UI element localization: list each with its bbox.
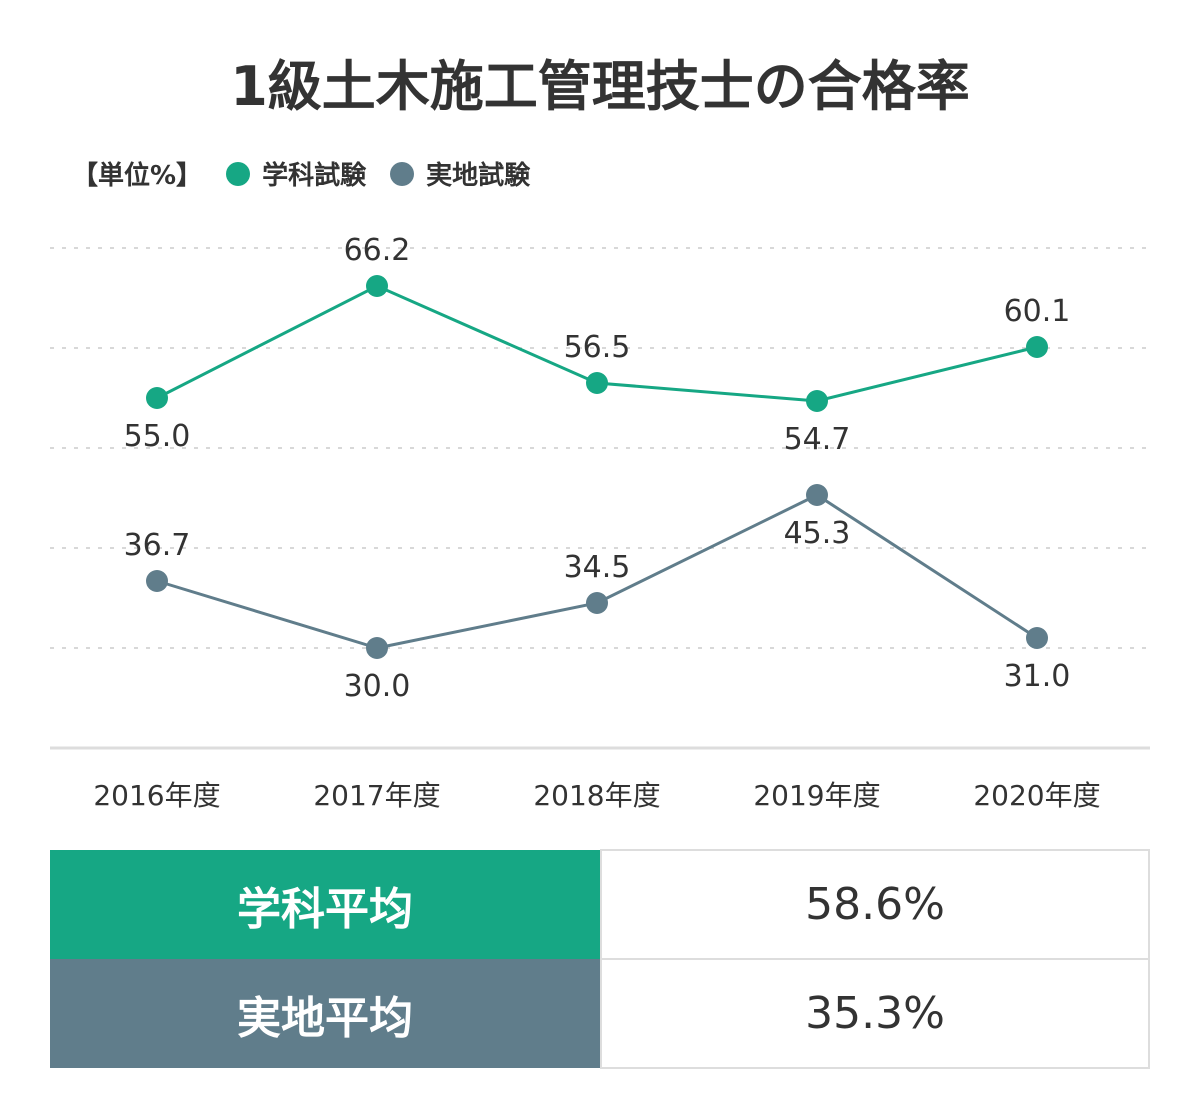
x-tick-label: 2016年度 — [93, 779, 220, 812]
summary-label: 学科平均 — [50, 850, 601, 959]
data-label: 45.3 — [784, 516, 851, 551]
data-point — [586, 592, 608, 614]
unit-label: 【単位%】 — [72, 161, 203, 191]
x-tick-label: 2019年度 — [753, 779, 880, 812]
line-chart: 2016年度 2017年度 2018年度 2019年度 2020年度 55.0 66.2 56… — [50, 233, 1150, 812]
legend: 【単位%】 学科試験 実地試験 — [72, 155, 530, 192]
legend-dot-icon — [226, 161, 251, 186]
summary-value: 35.3% — [600, 958, 1150, 1069]
summary-value: 58.6% — [600, 849, 1150, 960]
summary-row-gakka: 学科平均 58.6% — [50, 849, 1150, 960]
legend-item-jitchi: 実地試験 — [426, 161, 531, 191]
chart-title: 1級土木施工管理技士の合格率 — [230, 55, 970, 118]
data-label: 31.0 — [1004, 659, 1071, 694]
data-label: 36.7 — [124, 528, 191, 563]
data-point — [366, 275, 388, 297]
data-label: 30.0 — [344, 669, 411, 704]
data-point — [146, 570, 168, 592]
data-point — [806, 484, 828, 506]
legend-item-gakka: 学科試験 — [262, 161, 367, 191]
data-label: 66.2 — [344, 233, 411, 268]
data-label: 54.7 — [784, 422, 851, 457]
data-point — [146, 387, 168, 409]
x-tick-label: 2020年度 — [973, 779, 1100, 812]
legend-dot-icon — [390, 161, 415, 186]
data-label: 60.1 — [1004, 294, 1071, 329]
data-point — [1026, 336, 1048, 358]
summary-table: 学科平均 58.6% 実地平均 35.3% — [50, 849, 1150, 1069]
data-label: 55.0 — [124, 419, 191, 454]
data-point — [806, 390, 828, 412]
data-label: 34.5 — [564, 550, 631, 585]
summary-label: 実地平均 — [50, 959, 601, 1068]
data-point — [1026, 627, 1048, 649]
x-tick-label: 2017年度 — [313, 779, 440, 812]
data-label: 56.5 — [564, 330, 631, 365]
data-point — [586, 372, 608, 394]
data-point — [366, 637, 388, 659]
summary-row-jitchi: 実地平均 35.3% — [50, 958, 1150, 1069]
x-tick-label: 2018年度 — [533, 779, 660, 812]
